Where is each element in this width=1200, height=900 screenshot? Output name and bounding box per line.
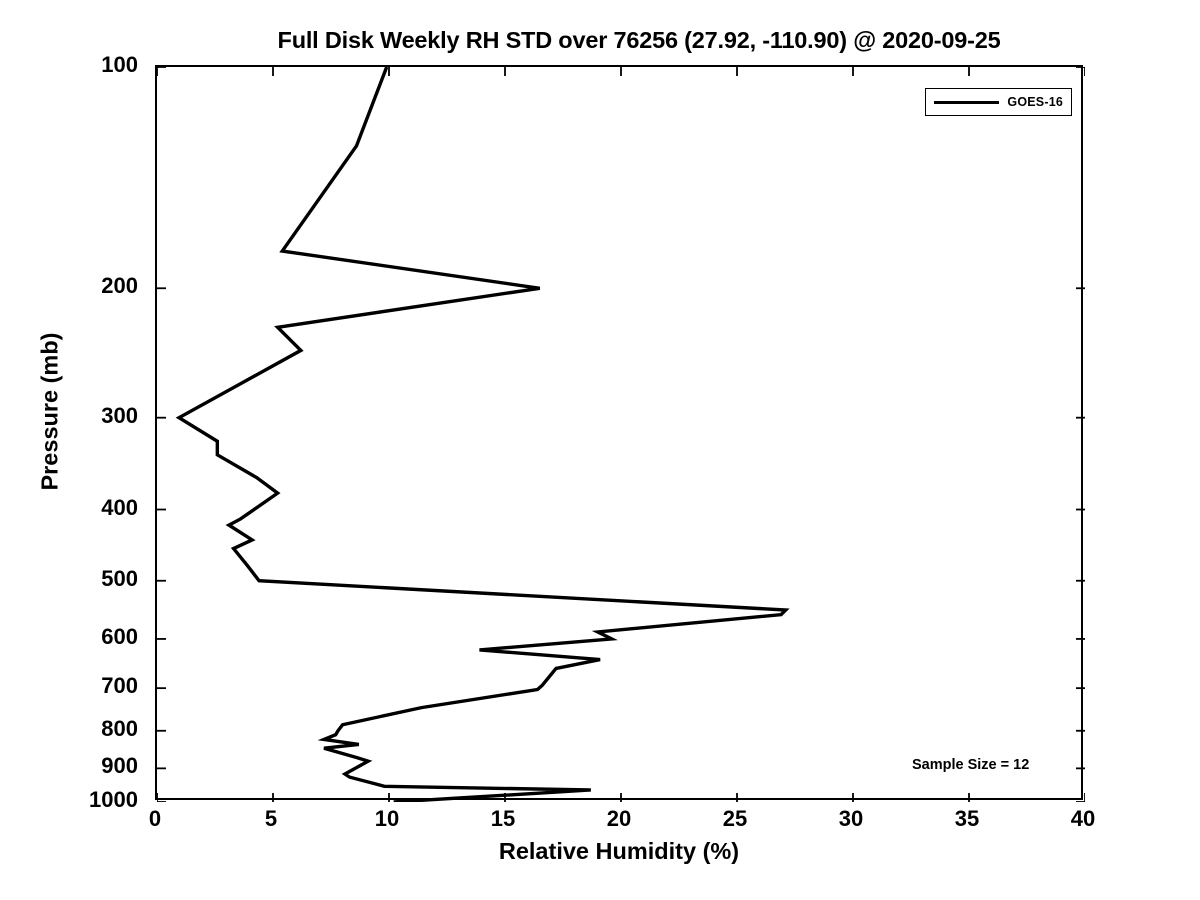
data-line-chart: [157, 67, 1085, 802]
page-title: Full Disk Weekly RH STD over 76256 (27.9…: [277, 27, 1001, 53]
x-tick-label-5: 5: [264, 806, 278, 831]
y-tick-label-200: 200: [101, 273, 138, 299]
x-tick-label-30: 30: [838, 806, 864, 831]
y-tick-label-800: 800: [101, 715, 138, 741]
y-tick-label-400: 400: [101, 494, 138, 520]
y-tick-label-100: 100: [101, 52, 138, 77]
y-tick-label-300: 300: [101, 402, 138, 428]
plot-axes-frame: [155, 65, 1085, 802]
x-tick-label-0: 0: [148, 806, 162, 831]
series-line-goes-16: [175, 67, 790, 802]
x-axis-title: Relative Humidity (%): [498, 838, 740, 864]
y-axis-title: Pressure (mb): [36, 332, 63, 491]
y-tick-label-700: 700: [101, 673, 138, 699]
series-lines: [175, 67, 790, 802]
x-tick-label-35: 35: [954, 806, 980, 831]
sample-size-annotation: Sample Size = 12: [912, 757, 1030, 773]
x-tick-label-10: 10: [374, 806, 400, 831]
y-tick-label-900: 900: [101, 753, 138, 779]
x-tick-label-20: 20: [606, 806, 632, 831]
x-tick-label-25: 25: [722, 806, 748, 831]
legend-line-swatch-goes-16: [934, 100, 1000, 104]
y-tick-label-600: 600: [101, 623, 138, 649]
legend-label-goes-16: GOES-16: [1007, 95, 1063, 109]
x-tick-label-40: 40: [1070, 806, 1096, 831]
y-tick-label-500: 500: [101, 565, 138, 591]
y-axis-tick-marks: [157, 67, 1085, 802]
y-tick-label-1000: 1000: [89, 787, 138, 812]
x-tick-label-15: 15: [490, 806, 516, 831]
legend-box: GOES-16: [925, 88, 1072, 116]
